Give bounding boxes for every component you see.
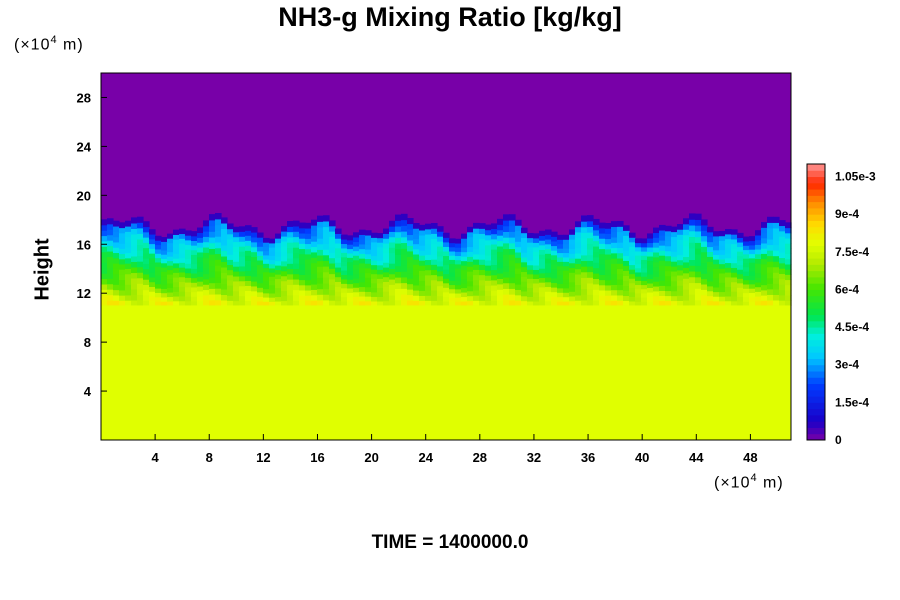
colorbar-swatch: [807, 402, 825, 410]
x-tick-label: 36: [581, 450, 595, 465]
plot-frame: [100, 72, 792, 441]
y-unit-prefix: (×10: [14, 36, 51, 54]
colorbar-swatch: [807, 421, 825, 428]
y-tick-label: 12: [77, 286, 91, 301]
colorbar-swatch: [807, 226, 825, 234]
y-unit-exponent: 4: [50, 34, 58, 46]
colorbar-swatch: [807, 414, 825, 422]
colorbar-swatch: [807, 283, 825, 290]
colorbar-swatch: [807, 389, 825, 397]
x-tick-label: 16: [310, 450, 324, 465]
colorbar-frame: [806, 163, 826, 441]
colorbar-label: 4.5e-4: [835, 320, 869, 334]
colorbar-swatch: [807, 333, 825, 341]
colorbar-swatch: [807, 264, 825, 272]
y-tick-label: 16: [77, 237, 91, 252]
x-tick-label: 24: [418, 450, 433, 465]
colorbar-swatch: [807, 289, 825, 297]
x-tick-label: 8: [206, 450, 213, 465]
colorbar-swatch: [807, 302, 825, 309]
x-tick-label: 28: [473, 450, 487, 465]
colorbar-swatch: [807, 327, 825, 334]
y-axis-unit: (×104 m): [14, 34, 84, 54]
colorbar-swatch: [807, 427, 825, 435]
colorbar-swatch: [807, 295, 825, 303]
colorbar-label: 6e-4: [835, 282, 859, 296]
colorbar-swatch: [807, 164, 825, 171]
x-unit-prefix: (×10: [714, 474, 751, 492]
x-tick-label: 48: [743, 450, 757, 465]
y-tick-label: 20: [77, 188, 91, 203]
colorbar-swatch: [807, 245, 825, 253]
colorbar-swatch: [807, 433, 825, 441]
colorbar-swatch: [807, 364, 825, 372]
colorbar-swatch: [807, 220, 825, 228]
x-tick-label: 44: [689, 450, 704, 465]
colorbar-swatch: [807, 214, 825, 221]
x-tick-label: 12: [256, 450, 270, 465]
colorbar-swatch: [807, 189, 825, 196]
colorbar-swatch: [807, 182, 825, 190]
heatmap-field: [101, 73, 792, 440]
colorbar-swatch: [807, 408, 825, 416]
colorbar-swatch: [807, 396, 825, 403]
colorbar-swatch: [807, 258, 825, 265]
colorbar-swatch: [807, 352, 825, 359]
colorbar-label: 1.5e-4: [835, 395, 869, 409]
colorbar-swatch: [807, 170, 825, 178]
colorbar-label: 1.05e-3: [835, 170, 876, 184]
colorbar: 0 1.5e-4 3e-4 4.5e-4 6e-4 7.5e-4 9e-4 1.05e-3: [806, 163, 876, 447]
y-tick-label: 4: [84, 384, 92, 399]
colorbar-label: 0: [835, 433, 842, 447]
time-label: TIME = 1400000.0: [371, 532, 529, 553]
colorbar-label: 9e-4: [835, 207, 859, 221]
x-tick-label: 32: [527, 450, 541, 465]
colorbar-swatch: [807, 377, 825, 385]
colorbar-swatch: [807, 308, 825, 316]
colorbar-swatch: [807, 207, 825, 215]
y-tick-label: 28: [77, 90, 91, 105]
chart-title: NH3-g Mixing Ratio [kg/kg]: [278, 2, 622, 32]
lower-layer: [101, 305, 791, 440]
colorbar-swatch: [807, 383, 825, 391]
colorbar-swatch: [807, 233, 825, 240]
y-unit-suffix: m): [57, 36, 84, 54]
colorbar-swatch: [807, 239, 825, 247]
x-tick-label: 40: [635, 450, 649, 465]
colorbar-label: 3e-4: [835, 358, 859, 372]
colorbar-swatch: [807, 358, 825, 366]
colorbar-swatch: [807, 314, 825, 322]
colorbar-swatch: [807, 270, 825, 278]
colorbar-label: 7.5e-4: [835, 245, 869, 259]
x-axis-unit: (×104 m): [714, 472, 784, 492]
y-tick-label: 24: [77, 139, 92, 154]
colorbar-swatch: [807, 276, 825, 284]
x-unit-suffix: m): [757, 474, 784, 492]
colorbar-swatch: [807, 195, 825, 203]
colorbar-swatch: [807, 371, 825, 378]
colorbar-swatch: [807, 176, 825, 184]
x-tick-label: 4: [152, 450, 160, 465]
x-unit-exponent: 4: [750, 472, 758, 484]
x-tick-label: 20: [364, 450, 378, 465]
colorbar-swatch: [807, 345, 825, 353]
mixed-layer: [101, 213, 792, 307]
colorbar-swatch: [807, 339, 825, 347]
colorbar-swatch: [807, 320, 825, 328]
colorbar-swatch: [807, 251, 825, 259]
colorbar-swatch: [807, 201, 825, 209]
y-tick-label: 8: [84, 335, 91, 350]
